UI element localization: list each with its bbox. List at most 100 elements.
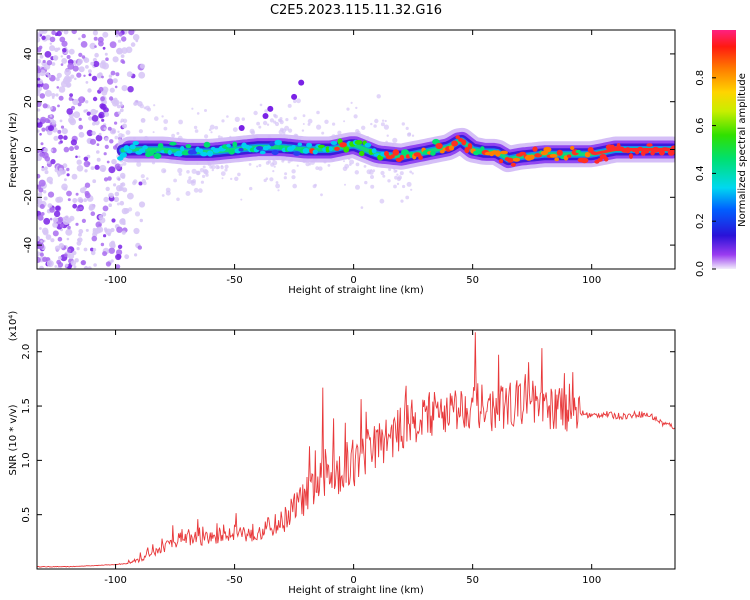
snr-marks — [37, 332, 675, 568]
noise-point — [112, 78, 118, 84]
noise-point — [101, 118, 105, 122]
noise-point — [68, 96, 73, 101]
noise-point — [204, 109, 207, 112]
noise-point — [84, 182, 91, 188]
noise-point — [106, 250, 110, 253]
noise-point — [316, 110, 320, 115]
colorbar-tick-label: 0.8 — [695, 70, 706, 86]
ridge-peak — [498, 159, 504, 164]
noise-point — [382, 174, 386, 178]
ridge-peak — [306, 142, 313, 148]
noise-point — [78, 96, 86, 104]
noise-point — [401, 122, 405, 126]
noise-point — [37, 192, 43, 197]
noise-point — [56, 86, 60, 89]
noise-point — [39, 133, 42, 136]
y-tick-label: 1.0 — [21, 452, 32, 468]
noise-point — [220, 171, 226, 177]
ridge-peak — [451, 140, 458, 147]
noise-point — [64, 253, 68, 257]
noise-point — [68, 253, 75, 260]
ridge-peak — [597, 158, 603, 162]
noise-point — [37, 100, 42, 107]
ridge-peak — [339, 142, 347, 148]
noise-point — [363, 165, 367, 168]
figure-title: C2E5.2023.115.11.32.G16 — [270, 3, 442, 18]
noise-point — [50, 147, 57, 154]
noise-point — [293, 99, 297, 104]
noise-point — [274, 114, 278, 119]
spectrogram-y-label: Frequency (Hz) — [8, 112, 19, 188]
noise-point — [50, 207, 53, 210]
noise-point — [78, 117, 82, 121]
noise-point — [364, 180, 368, 185]
noise-point — [93, 263, 97, 267]
noise-point — [96, 72, 103, 79]
noise-point — [107, 126, 112, 131]
noise-point — [90, 211, 96, 216]
noise-point — [40, 212, 45, 216]
noise-point — [133, 179, 138, 184]
noise-point — [125, 130, 131, 135]
noise-point — [296, 164, 299, 167]
noise-point — [58, 141, 61, 145]
noise-point — [96, 150, 100, 154]
noise-point — [275, 183, 280, 189]
noise-point — [337, 130, 342, 135]
noise-point — [61, 58, 68, 64]
noise-point — [283, 176, 287, 180]
noise-point — [107, 176, 112, 181]
ridge-peak — [364, 142, 372, 148]
noise-point — [134, 99, 140, 105]
noise-point — [95, 110, 99, 113]
noise-point — [154, 116, 159, 121]
noise-point — [46, 60, 53, 66]
noise-point — [124, 254, 130, 260]
spectrogram-x-ticks: -100 -50 0 50 100 — [104, 30, 601, 286]
noise-point — [153, 104, 156, 107]
x-tick-label: -100 — [104, 575, 127, 586]
noise-point — [39, 204, 45, 209]
noise-point — [37, 199, 41, 204]
noise-point — [83, 156, 89, 162]
noise-point — [78, 131, 85, 138]
noise-point — [134, 211, 141, 217]
noise-point — [116, 202, 120, 206]
noise-point — [90, 61, 95, 66]
noise-point — [39, 152, 44, 157]
noise-point — [143, 106, 147, 110]
noise-point — [380, 122, 385, 127]
noise-point — [113, 183, 117, 187]
noise-point — [46, 260, 54, 268]
noise-point — [163, 119, 169, 124]
noise-point — [119, 163, 123, 167]
noise-point — [291, 175, 296, 180]
noise-point — [196, 170, 201, 176]
ridge-peak — [418, 155, 423, 160]
noise-point — [209, 124, 215, 130]
noise-point — [120, 54, 125, 58]
noise-point — [324, 119, 329, 125]
ridge-peak — [658, 149, 665, 156]
noise-point — [41, 120, 45, 123]
noise-point — [120, 120, 123, 123]
noise-point — [288, 128, 293, 133]
noise-point — [94, 45, 97, 48]
noise-point — [109, 139, 114, 144]
noise-point — [193, 187, 199, 193]
noise-point — [387, 179, 391, 183]
noise-point — [211, 168, 214, 172]
noise-point — [178, 119, 184, 125]
noise-point — [114, 191, 120, 197]
noise-point — [343, 160, 345, 163]
noise-point — [191, 107, 194, 110]
colorbar-gradient — [712, 30, 736, 269]
noise-point — [94, 52, 99, 58]
noise-point — [296, 98, 301, 104]
ridge-peak — [167, 149, 172, 156]
x-tick-label: 50 — [466, 575, 479, 586]
outlier-point — [238, 125, 245, 131]
noise-point — [42, 59, 46, 64]
noise-point — [321, 131, 325, 135]
ridge-peak — [132, 141, 139, 146]
